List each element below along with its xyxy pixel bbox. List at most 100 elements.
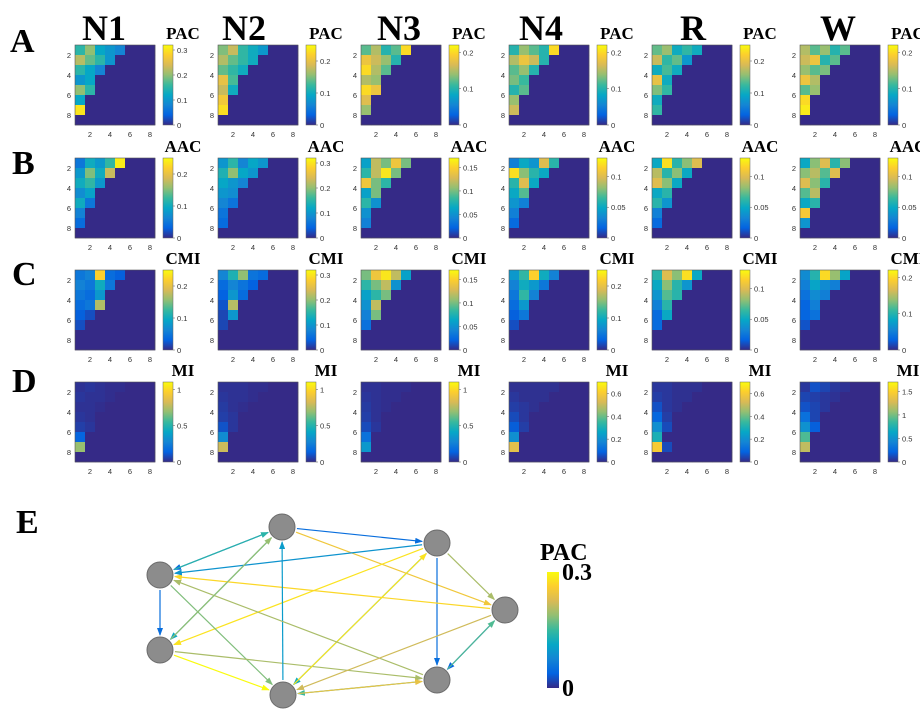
row-label-e: E (16, 504, 39, 541)
heatmap-cell (135, 178, 146, 189)
heatmap-cell (712, 442, 723, 453)
heatmap-cell (135, 168, 146, 179)
heatmap-cell (800, 45, 811, 56)
heatmap-cell (539, 442, 550, 453)
heatmap-cell (509, 218, 520, 229)
heatmap-cell (870, 452, 881, 463)
heatmap-frame (74, 381, 156, 463)
x-tick-label: 4 (542, 355, 546, 364)
heatmap-cell (662, 442, 673, 453)
heatmap-cell (810, 178, 821, 189)
heatmap-cell (529, 412, 540, 423)
network-edge (173, 574, 491, 610)
heatmap-cell (509, 105, 520, 116)
heatmap-cell (278, 392, 289, 403)
heatmap-cell (672, 442, 683, 453)
heatmap-cell (75, 382, 86, 393)
heatmap-cell (381, 452, 392, 463)
heatmap-cell (401, 392, 412, 403)
network-edge (173, 654, 270, 691)
heatmap-cell (860, 392, 871, 403)
heatmap-cell (519, 168, 530, 179)
y-tick-label: 6 (501, 91, 505, 100)
heatmap-cell (579, 442, 590, 453)
heatmap-cell (840, 340, 851, 351)
y-tick-label: 2 (501, 388, 505, 397)
heatmap-cell (870, 290, 881, 301)
colorbar-tick-label: 0.1 (177, 202, 187, 211)
y-tick-label: 4 (792, 71, 796, 80)
heatmap-cell (702, 45, 713, 56)
heatmap-cell (569, 330, 580, 341)
colorbar (596, 157, 608, 239)
heatmap-cell (870, 320, 881, 331)
heatmap-cell (569, 392, 580, 403)
heatmap-cell (381, 188, 392, 199)
heatmap-cell (702, 412, 713, 423)
heatmap-cell (105, 55, 116, 66)
heatmap-cell (569, 452, 580, 463)
heatmap-cell (672, 300, 683, 311)
heatmap-cell (579, 300, 590, 311)
heatmap-cell (115, 422, 126, 433)
colorbar (887, 157, 899, 239)
heatmap-cell (105, 402, 116, 413)
heatmap-cell (268, 320, 279, 331)
heatmap-cell (278, 310, 289, 321)
heatmap-cell (238, 340, 249, 351)
heatmap-cell (248, 270, 259, 281)
heatmap-cell (135, 412, 146, 423)
heatmap-cell (702, 422, 713, 433)
heatmap-cell (288, 158, 299, 169)
network-edge (296, 614, 492, 691)
colorbar-tick-label: 0.05 (463, 322, 478, 331)
heatmap-cell (672, 158, 683, 169)
y-tick-label: 8 (644, 448, 648, 457)
colorbar-tick-label: 0.2 (902, 48, 912, 57)
heatmap-cell (652, 270, 663, 281)
heatmap-cell (800, 115, 811, 126)
heatmap-cell (569, 115, 580, 126)
heatmap-cell (549, 422, 560, 433)
heatmap-cell (95, 198, 106, 209)
heatmap-cell (288, 452, 299, 463)
row-label-c: C (12, 256, 37, 293)
heatmap-cell (401, 65, 412, 76)
heatmap-cell (559, 412, 570, 423)
x-tick-label: 8 (725, 355, 729, 364)
heatmap-cell (228, 340, 239, 351)
heatmap-cell (549, 290, 560, 301)
heatmap-cell (361, 228, 372, 239)
heatmap-cell (840, 392, 851, 403)
heatmap-cell (258, 218, 269, 229)
heatmap-cell (411, 310, 422, 321)
heatmap-cell (391, 392, 402, 403)
heatmap-cell (529, 55, 540, 66)
y-tick-label: 2 (644, 388, 648, 397)
heatmap-cell (652, 300, 663, 311)
y-tick-label: 6 (67, 204, 71, 213)
heatmap-cell (421, 340, 432, 351)
metric-label: CMI (891, 249, 920, 268)
heatmap-cell (278, 95, 289, 106)
heatmap-cell (702, 208, 713, 219)
colorbar-tick-label: 0.3 (320, 271, 330, 280)
heatmap-cell (411, 228, 422, 239)
heatmap-cell (712, 330, 723, 341)
heatmap-cell (135, 115, 146, 126)
heatmap-cell (218, 208, 229, 219)
metric-label: AAC (890, 137, 920, 156)
heatmap-cell (692, 55, 703, 66)
heatmap-cell (820, 198, 831, 209)
row-label-d: D (12, 363, 37, 400)
heatmap-cell (228, 412, 239, 423)
heatmap-cell (391, 55, 402, 66)
heatmap-cell (702, 115, 713, 126)
heatmap-cell (381, 218, 392, 229)
heatmap-cell (682, 45, 693, 56)
heatmap-cell (800, 208, 811, 219)
heatmap-cell (288, 75, 299, 86)
